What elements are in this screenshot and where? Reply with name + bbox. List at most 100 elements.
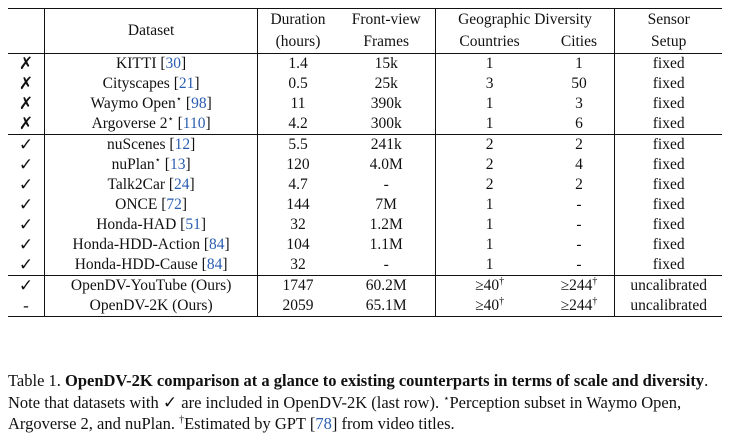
dataset-name: KITTI [30] (43, 53, 258, 74)
cities-text: - (576, 216, 582, 233)
frames-value: - (383, 256, 389, 273)
dataset-name: Waymo Open⋆ [98] (43, 93, 258, 114)
row-mark-icon: ✓ (18, 235, 34, 254)
check-icon: ✓ (162, 392, 178, 412)
frames-header-l1: Front-view (351, 11, 421, 28)
countries-header: Countries (434, 31, 544, 54)
frames-value: 4.0M (369, 156, 403, 173)
table-row: ✓ nuPlan⋆ [13] 120 4.0M 2 4 fixed (8, 155, 722, 175)
citation-link[interactable]: 12 (174, 136, 191, 153)
caption-text-a: . Note that datasets with (8, 371, 709, 412)
row-mark-icon: ✗ (8, 53, 45, 74)
cities-text: 1 (575, 55, 583, 72)
cities-text: ≥244 (560, 277, 593, 294)
dagger-mark: † (592, 295, 598, 307)
countries-value: 1 (434, 94, 544, 114)
frames-value: 1.1M (369, 236, 403, 253)
sensor-value: fixed (614, 74, 722, 94)
citation-link[interactable]: 110 (182, 115, 206, 132)
dataset-name: Honda-HDD-Cause [84] (43, 255, 258, 276)
dataset-name: ONCE [72] (43, 195, 258, 215)
cities-value: 2 (544, 175, 615, 195)
cities-text: 4 (575, 156, 583, 173)
table-row: - OpenDV-2K (Ours) 2059 65.1M ≥40† ≥244† uncal… (8, 296, 722, 317)
dataset-name-text: Cityscapes [ (102, 75, 179, 92)
frames-value: 65.1M (365, 297, 407, 314)
duration-value: 4.7 (257, 175, 338, 195)
row-mark-icon: ✓ (8, 134, 45, 155)
citation-link[interactable]: 13 (169, 156, 186, 173)
citation-link[interactable]: 84 (209, 236, 225, 253)
dataset-name-text: Waymo Open (90, 95, 176, 112)
group-included: ✓ nuScenes [12] 5.5 241k 2 2 fixed ✓ nuPlan⋆ [13… (8, 134, 722, 276)
citation-link[interactable]: 98 (191, 95, 207, 112)
star-mark: ⋆ (154, 154, 161, 166)
duration-value: 1747 (257, 275, 338, 296)
countries-text: 1 (485, 55, 494, 72)
cities-text: 3 (575, 95, 583, 112)
dataset-name: Cityscapes [21] (43, 74, 258, 94)
table-row: ✓ nuScenes [12] 5.5 241k 2 2 fixed (8, 134, 722, 155)
cities-text: 6 (575, 115, 583, 132)
frames-value: 1.2M (369, 216, 403, 233)
sensor-value: fixed (614, 215, 722, 235)
cities-value: 4 (544, 155, 615, 175)
duration-header-l1: Duration (257, 8, 338, 31)
citation-link[interactable]: 72 (166, 196, 182, 213)
citation-link[interactable]: 21 (178, 75, 195, 92)
sensor-value: fixed (614, 53, 722, 74)
dataset-name: Honda-HAD [51] (43, 215, 258, 235)
countries-text: 1 (485, 115, 494, 132)
dataset-name: nuPlan⋆ [13] (43, 154, 258, 175)
dataset-name-text: Argoverse 2 (91, 115, 168, 132)
countries-text: 1 (485, 196, 494, 213)
frames-value: 390k (370, 95, 402, 112)
star-mark: ⋆ (443, 393, 450, 404)
duration-value: 120 (257, 155, 338, 175)
countries-value: 2 (434, 134, 544, 155)
table-row: ✓ Talk2Car [24] 4.7 - 2 2 fixed (8, 175, 722, 195)
row-mark-icon: ✓ (18, 175, 34, 194)
row-mark-icon: ✓ (18, 255, 34, 274)
citation-link[interactable]: 30 (165, 55, 182, 72)
caption-bold-text: OpenDV-2K comparison at a glance to exis… (65, 371, 705, 390)
dataset-name-text: Honda-HDD-Cause [ (74, 256, 207, 273)
cities-text: - (576, 236, 582, 253)
sensor-value: uncalibrated (614, 275, 722, 296)
countries-value: 3 (434, 74, 544, 94)
sensor-value: fixed (614, 175, 722, 195)
duration-value: 144 (257, 195, 338, 215)
table-caption: Table 1. OpenDV-2K comparison at a glanc… (8, 370, 724, 435)
countries-text: 2 (485, 136, 494, 153)
row-mark-icon: ✓ (18, 215, 34, 234)
dataset-name: nuScenes [12] (43, 134, 258, 155)
caption-ref-link[interactable]: 78 (315, 414, 332, 433)
countries-text: ≥40 (475, 297, 500, 314)
frames-value: 60.2M (337, 275, 436, 296)
cities-value: - (544, 255, 615, 276)
sensor-value: uncalibrated (614, 296, 722, 317)
countries-text: 1 (485, 256, 494, 273)
sensor-value: fixed (614, 114, 722, 135)
citation-link[interactable]: 24 (174, 176, 190, 193)
countries-value: 2 (434, 175, 544, 195)
dataset-name-text: Honda-HAD [ (96, 216, 186, 233)
duration-value: 104 (257, 235, 338, 255)
cities-value: 1 (543, 53, 615, 74)
caption-text-b: are included in OpenDV-2K (last row). (177, 392, 444, 412)
cities-header: Cities (560, 33, 598, 50)
frames-value: 25k (374, 75, 398, 92)
dagger-mark: † (179, 414, 185, 426)
cities-value: - (544, 195, 615, 215)
star-mark: ⋆ (175, 93, 183, 105)
caption-text-c: Perception subset in Waymo Open, Argover… (8, 392, 682, 434)
row-mark-icon: ✓ (18, 195, 34, 214)
dataset-name-text: nuScenes [ (106, 136, 175, 153)
table-row: ✓ Honda-HDD-Action [84] 104 1.1M 1 - fixed (8, 235, 722, 255)
frames-value: 241k (337, 134, 436, 155)
dataset-name: Talk2Car [24] (43, 175, 258, 195)
cities-text: - (576, 196, 582, 213)
citation-link[interactable]: 51 (185, 216, 201, 233)
countries-value: ≥40† (434, 275, 544, 296)
citation-link[interactable]: 84 (206, 256, 223, 273)
